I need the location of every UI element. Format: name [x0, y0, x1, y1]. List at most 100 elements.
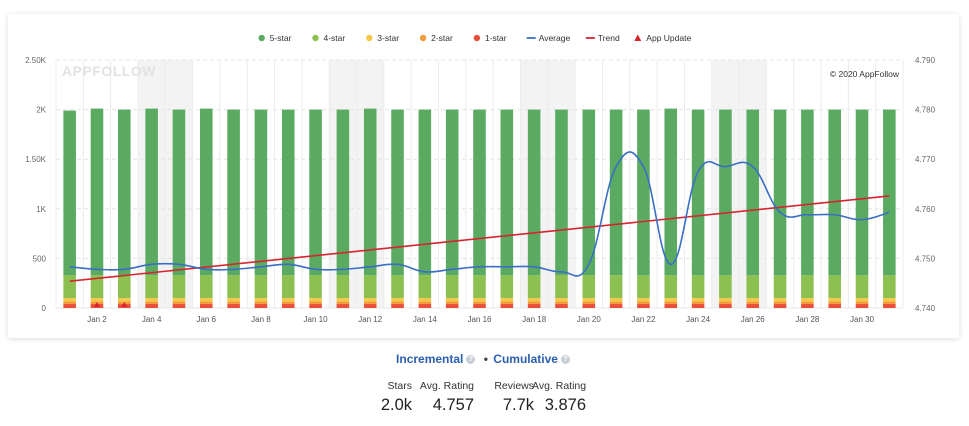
bar-5-star-Jan-12 [363, 108, 377, 276]
stat-review-avg-rating-label: Avg. Rating [532, 380, 587, 392]
view-toggle: Incremental? • Cumulative? [0, 352, 969, 366]
bar-1-star-Jan-4 [145, 304, 158, 308]
legend-label: 1-star [485, 33, 507, 43]
cumulative-option[interactable]: Cumulative [493, 352, 558, 366]
bar-4-star-Jan-26 [746, 275, 760, 299]
bar-4-star-Jan-12 [363, 275, 377, 299]
bar-1-star-Jan-19 [555, 304, 568, 308]
bar-2-star-Jan-24 [691, 301, 705, 305]
bar-5-star-Jan-21 [609, 109, 623, 276]
legend-item-app-update[interactable]: App Update [634, 33, 691, 43]
bar-4-star-Jan-14 [418, 275, 432, 299]
bar-2-star-Jan-29 [828, 301, 841, 305]
bar-5-star-Jan-6 [199, 108, 213, 276]
bar-3-star-Jan-31 [883, 298, 896, 302]
stat-avg-rating: Avg. Rating 4.757 [418, 380, 474, 415]
legend-item-4-star[interactable]: 4-star [312, 33, 345, 43]
toggle-separator: • [483, 352, 488, 366]
legend-swatch [473, 34, 481, 42]
y-left-tick-label: 2.50K [25, 56, 47, 65]
bar-4-star-Jan-2 [90, 275, 104, 299]
bar-5-star-Jan-18 [527, 109, 541, 276]
y-right-tick-label: 4.750 [915, 254, 936, 263]
legend-swatch [419, 34, 427, 42]
bar-1-star-Jan-9 [281, 304, 295, 308]
y-right-tick-label: 4.790 [915, 56, 936, 65]
legend-label: Trend [598, 33, 620, 43]
legend-item-3-star[interactable]: 3-star [366, 33, 399, 43]
bar-2-star-Jan-19 [555, 301, 568, 305]
stat-avg-rating-label: Avg. Rating [419, 380, 474, 392]
y-left-tick-label: 1.50K [25, 155, 47, 164]
x-tick-label: Jan 28 [795, 315, 820, 324]
bar-2-star-Jan-6 [199, 301, 213, 305]
bar-4-star-Jan-24 [691, 275, 705, 299]
legend-item-1-star[interactable]: 1-star [473, 33, 507, 43]
x-tick-label: Jan 2 [87, 315, 107, 324]
legend-item-2-star[interactable]: 2-star [419, 33, 453, 43]
bar-5-star-Jan-7 [227, 109, 240, 276]
chart-card: 0 500 1K 1.50K 2K 2.50K 4.740 4.750 4.760 4.770 4.… [8, 14, 959, 338]
bar-3-star-Jan-9 [281, 298, 295, 302]
bar-3-star-Jan-25 [719, 298, 732, 302]
bar-2-star-Jan-11 [336, 301, 350, 305]
bar-5-star-Jan-25 [719, 109, 732, 276]
bar-5-star-Jan-17 [500, 109, 514, 276]
bar-2-star-Jan-28 [801, 301, 814, 305]
bar-2-star-Jan-7 [227, 301, 240, 305]
bar-5-star-Jan-9 [281, 109, 295, 276]
legend-swatch [258, 34, 265, 42]
bar-3-star-Jan-26 [746, 298, 760, 302]
incremental-option[interactable]: Incremental [396, 352, 464, 366]
bar-5-star-Jan-11 [336, 109, 350, 276]
bar-1-star-Jan-8 [254, 304, 268, 308]
bar-3-star-Jan-2 [90, 298, 104, 302]
bar-5-star-Jan-30 [855, 109, 869, 276]
bar-5-star-Jan-22 [637, 109, 650, 276]
bar-4-star-Jan-23 [664, 275, 678, 299]
bar-3-star-Jan-16 [473, 298, 486, 302]
stat-review-avg-rating-value: 3.876 [544, 396, 586, 414]
y-left-tick-label: 2K [36, 106, 46, 115]
legend-item-trend[interactable]: Trend [585, 33, 620, 43]
bar-4-star-Jan-3 [118, 275, 131, 299]
bar-1-star-Jan-25 [719, 304, 732, 308]
bar-1-star-Jan-17 [500, 304, 514, 308]
bar-1-star-Jan-5 [172, 304, 186, 308]
bar-5-star-Jan-27 [773, 109, 787, 276]
x-tick-label: Jan 30 [850, 315, 875, 324]
bar-2-star-Jan-4 [145, 301, 158, 305]
bar-5-star-Jan-31 [883, 109, 896, 276]
incremental-help-icon[interactable]: ? [466, 355, 476, 365]
bar-5-star-Jan-16 [473, 109, 486, 276]
bar-1-star-Jan-15 [445, 304, 459, 308]
bar-2-star-Jan-17 [500, 301, 514, 305]
bar-5-star-Jan-29 [828, 109, 841, 276]
bar-1-star-Jan-12 [363, 304, 377, 308]
bar-2-star-Jan-1 [63, 301, 76, 305]
cumulative-help-icon[interactable]: ? [560, 355, 570, 365]
bar-4-star-Jan-28 [801, 275, 814, 299]
bar-2-star-Jan-25 [719, 301, 732, 305]
bar-3-star-Jan-18 [527, 298, 541, 302]
legend-label: 4-star [324, 33, 346, 43]
bar-5-star-Jan-20 [582, 109, 596, 276]
bar-3-star-Jan-6 [199, 298, 213, 302]
bar-1-star-Jan-26 [746, 304, 760, 308]
bar-2-star-Jan-22 [637, 301, 650, 305]
bar-1-star-Jan-28 [801, 304, 814, 308]
bar-4-star-Jan-15 [445, 275, 459, 299]
bar-4-star-Jan-27 [773, 275, 787, 299]
average-line [69, 151, 890, 277]
x-tick-label: Jan 8 [251, 315, 271, 324]
bar-4-star-Jan-11 [336, 275, 350, 299]
bar-5-star-Jan-2 [90, 108, 104, 276]
x-tick-label: Jan 24 [686, 315, 711, 324]
legend-item-average[interactable]: Average [526, 33, 571, 43]
bar-5-star-Jan-24 [691, 109, 705, 276]
stat-reviews-label: Reviews [494, 380, 534, 392]
bar-4-star-Jan-22 [637, 275, 650, 299]
legend: 5-star 4-star 3-star 2-star 1-star Average Tre… [258, 33, 691, 43]
legend-item-5-star[interactable]: 5-star [258, 33, 292, 43]
bar-3-star-Jan-28 [801, 298, 814, 302]
